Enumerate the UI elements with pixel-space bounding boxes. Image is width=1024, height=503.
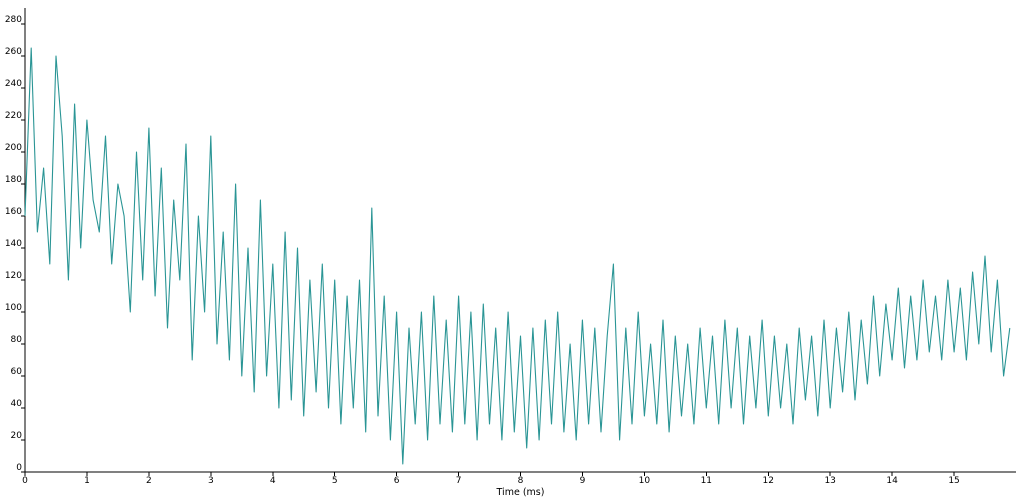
y-tick-label: 0 [16, 463, 22, 473]
x-tick-label: 11 [701, 476, 712, 486]
x-tick-label: 3 [208, 476, 214, 486]
y-tick-label: 240 [5, 79, 22, 89]
x-tick-label: 1 [84, 476, 90, 486]
y-tick-label: 60 [11, 367, 23, 377]
x-tick-label: 5 [332, 476, 338, 486]
y-axis: 0 20 40 60 80 100 120 140 160 180 200 220 240 260 280 [5, 8, 26, 473]
y-tick-label: 100 [5, 303, 22, 313]
y-tick-label: 40 [11, 399, 23, 409]
x-tick-label: 0 [22, 476, 28, 486]
x-tick-label: 13 [824, 476, 835, 486]
y-tick-label: 220 [5, 111, 22, 121]
y-tick-label: 280 [5, 15, 22, 25]
x-tick-label: 15 [948, 476, 959, 486]
x-tick-label: 9 [580, 476, 586, 486]
x-tick-label: 8 [518, 476, 524, 486]
x-tick-label: 14 [886, 476, 898, 486]
y-tick-label: 180 [5, 175, 22, 185]
x-tick-label: 10 [639, 476, 651, 486]
y-tick-label: 260 [5, 47, 22, 57]
x-tick-label: 4 [270, 476, 276, 486]
y-tick-label: 20 [11, 431, 23, 441]
y-tick-label: 80 [11, 335, 23, 345]
y-tick-label: 160 [5, 207, 22, 217]
x-axis: 0 1 2 3 4 5 6 7 8 9 10 11 12 13 14 15 [22, 471, 1016, 486]
x-tick-label: 7 [456, 476, 462, 486]
x-tick-label: 2 [146, 476, 152, 486]
series-line [24, 47, 1011, 465]
y-tick-label: 140 [5, 239, 22, 249]
x-axis-title: Time (ms) [496, 487, 545, 498]
series-layer [24, 47, 1011, 465]
y-tick-label: 200 [5, 143, 22, 153]
x-tick-label: 6 [394, 476, 400, 486]
x-tick-label: 12 [763, 476, 774, 486]
y-tick-label: 120 [5, 271, 22, 281]
